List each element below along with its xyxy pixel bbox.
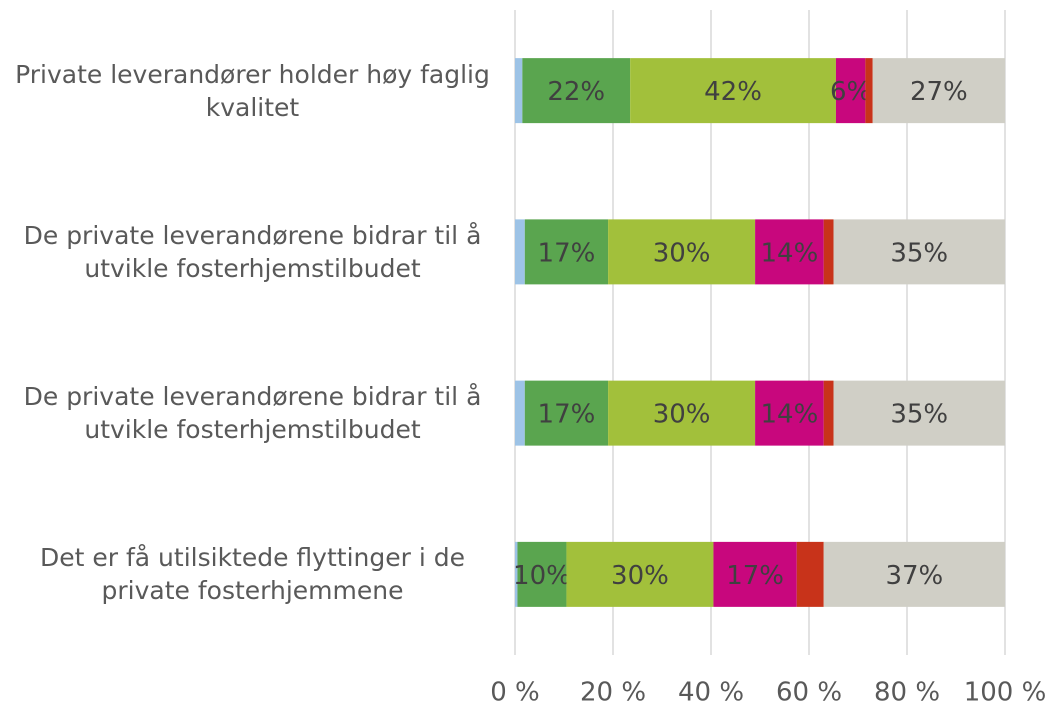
y-tick-label: Private leverandører holder høy faglig k… xyxy=(15,59,490,122)
data-label: 37% xyxy=(885,561,943,591)
x-tick-label: 20 % xyxy=(580,678,646,707)
data-label: 22% xyxy=(547,77,605,107)
x-tick-label: 40 % xyxy=(678,678,744,707)
data-label: 10% xyxy=(513,561,571,591)
bar-segment xyxy=(835,58,866,124)
bar-segment xyxy=(517,541,567,607)
bar-segment xyxy=(515,219,525,285)
bar-segment xyxy=(823,219,834,285)
bar-segment xyxy=(865,58,873,124)
bar-segment xyxy=(515,380,525,446)
data-label: 17% xyxy=(726,561,784,591)
data-label: 30% xyxy=(653,238,711,268)
data-label: 17% xyxy=(538,238,596,268)
x-tick-label: 60 % xyxy=(776,678,842,707)
bar-segment xyxy=(522,58,631,124)
bar-segment xyxy=(796,541,824,607)
data-label: 42% xyxy=(704,77,762,107)
bar-segment xyxy=(755,219,824,285)
data-label: 35% xyxy=(890,238,948,268)
bar-segment xyxy=(524,219,609,285)
bar-segment xyxy=(823,380,834,446)
bar-segment xyxy=(515,541,518,607)
data-label: 6% xyxy=(830,77,871,107)
bar-segment xyxy=(823,541,1005,607)
x-tick-label: 0 % xyxy=(490,678,540,707)
bar-segment xyxy=(755,380,824,446)
data-label: 30% xyxy=(653,400,711,430)
data-label: 35% xyxy=(890,400,948,430)
x-tick-label: 100 % xyxy=(964,678,1047,707)
data-label: 17% xyxy=(538,400,596,430)
bar-segment xyxy=(608,219,756,285)
bar-segment xyxy=(515,58,523,124)
x-tick-label: 80 % xyxy=(874,678,940,707)
y-tick-label: De private leverandørene bidrar til å ut… xyxy=(23,382,482,445)
bar-segment xyxy=(713,541,797,607)
y-tick-label: De private leverandørene bidrar til å ut… xyxy=(23,220,482,283)
bar-segment xyxy=(608,380,756,446)
bar-segment xyxy=(524,380,609,446)
bar-segment xyxy=(833,380,1005,446)
data-label: 14% xyxy=(761,238,819,268)
data-label: 14% xyxy=(761,400,819,430)
data-label: 27% xyxy=(910,77,968,107)
bar-segment xyxy=(833,219,1005,285)
bar-segment xyxy=(630,58,836,124)
y-tick-label: Det er få utilsiktede flyttinger i de pr… xyxy=(40,543,465,606)
data-label: 30% xyxy=(611,561,669,591)
bar-segment xyxy=(566,541,714,607)
bar-segment xyxy=(872,58,1005,124)
